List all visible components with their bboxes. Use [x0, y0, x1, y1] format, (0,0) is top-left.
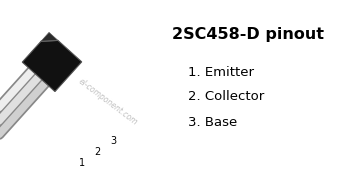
Text: 2. Collector: 2. Collector — [188, 90, 264, 103]
Polygon shape — [22, 40, 82, 92]
Text: 1. Emitter: 1. Emitter — [188, 65, 254, 78]
Text: 3: 3 — [110, 136, 116, 146]
Polygon shape — [41, 32, 58, 41]
Text: 2: 2 — [94, 147, 100, 157]
Text: 1: 1 — [79, 158, 85, 168]
Text: 3. Base: 3. Base — [188, 115, 237, 128]
Text: 2SC458-D pinout: 2SC458-D pinout — [172, 27, 324, 42]
Text: el-component.com: el-component.com — [77, 77, 139, 127]
